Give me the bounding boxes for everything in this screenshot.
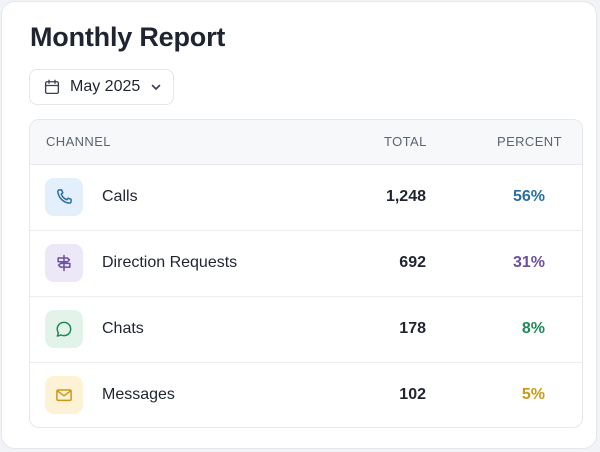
row-percent: 31% xyxy=(512,254,545,271)
table-row[interactable]: Messages 102 5% xyxy=(30,362,582,427)
row-total: 178 xyxy=(399,320,426,337)
row-icon-tile xyxy=(45,376,83,414)
signpost-icon xyxy=(57,254,71,272)
row-total: 1,248 xyxy=(385,188,426,205)
chat-bubble-icon xyxy=(56,321,72,337)
column-header-total[interactable]: TOTAL xyxy=(384,134,427,149)
row-percent: 56% xyxy=(512,188,545,205)
phone-icon xyxy=(57,189,72,204)
row-channel-name: Direction Requests xyxy=(102,254,238,271)
page-title: Monthly Report xyxy=(30,22,226,52)
chevron-down-icon xyxy=(151,84,161,90)
row-icon-tile xyxy=(45,244,83,282)
row-percent: 8% xyxy=(521,320,545,337)
calendar-icon xyxy=(44,79,60,95)
row-channel-name: Messages xyxy=(102,386,175,403)
row-percent: 5% xyxy=(521,386,545,403)
row-channel-name: Chats xyxy=(102,320,144,337)
column-header-percent[interactable]: PERCENT xyxy=(497,134,562,149)
row-icon-tile xyxy=(45,310,83,348)
table-row[interactable]: Chats 178 8% xyxy=(30,296,582,363)
table-row[interactable]: Calls 1,248 56% xyxy=(30,164,582,231)
table-row[interactable]: Direction Requests 692 31% xyxy=(30,230,582,297)
month-picker-button[interactable]: May 2025 xyxy=(29,69,174,105)
month-picker-value: May 2025 xyxy=(70,78,141,95)
row-total: 692 xyxy=(399,254,426,271)
column-header-channel[interactable]: CHANNEL xyxy=(46,134,111,149)
row-icon-tile xyxy=(45,178,83,216)
row-total: 102 xyxy=(399,386,426,403)
row-channel-name: Calls xyxy=(102,188,138,205)
table-header: CHANNEL TOTAL PERCENT xyxy=(30,120,582,165)
envelope-icon xyxy=(56,389,72,402)
channel-table: CHANNEL TOTAL PERCENT Calls 1,248 56% xyxy=(29,119,583,428)
